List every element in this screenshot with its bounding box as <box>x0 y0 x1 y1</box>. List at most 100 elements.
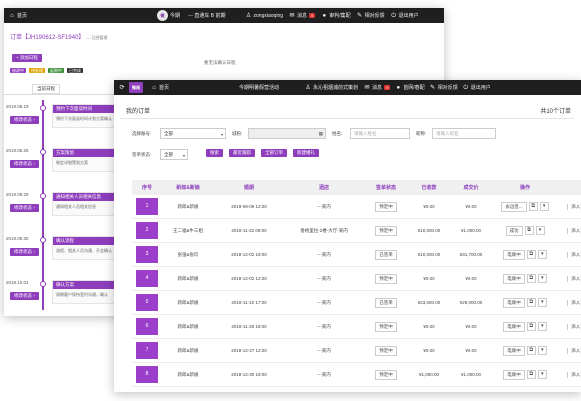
change-status-button[interactable]: 修改状态 › <box>10 116 39 124</box>
event-date: 2019.06.26 <box>6 148 29 153</box>
front-mine[interactable]: ● 首网/春配 <box>396 84 425 92</box>
back-messages[interactable]: ✉ 消息 9 <box>289 12 316 19</box>
follow-status-button[interactable]: 电联中 <box>503 369 525 380</box>
name-field[interactable]: 请输入姓名 <box>350 128 410 139</box>
legend-tag[interactable]: 修改中 <box>10 68 26 73</box>
event-card[interactable]: 预约下次面谈时间 预约下次面谈时间计划方案确认 <box>52 104 118 128</box>
copy-icon[interactable]: ⧉ <box>526 298 536 307</box>
chevron-down-icon[interactable]: ▾ <box>537 250 547 259</box>
table-row[interactable]: 1 新郎&新娘 2019-09-09 12:00 ---某内 预定中 ¥0.00 ¥0.00… <box>132 195 581 219</box>
copy-icon[interactable]: ⧉ <box>526 250 536 259</box>
legend-tag[interactable]: 已完成 <box>67 68 83 73</box>
back-home-link[interactable]: ⌂ 首页 <box>10 12 28 20</box>
nickname-field[interactable]: 请输入昵名 <box>432 128 496 139</box>
search-button[interactable]: 搜索 <box>206 149 223 157</box>
copy-icon[interactable]: ⧉ <box>524 226 534 235</box>
chevron-down-icon[interactable]: ▾ <box>537 346 547 355</box>
back-mine[interactable]: ● 审判/集配 <box>322 12 351 20</box>
copy-icon[interactable]: ⧉ <box>526 322 536 331</box>
back-logout[interactable]: ⏻ 退出用户 <box>391 12 419 20</box>
follow-status-button[interactable]: 电联中 <box>503 321 525 332</box>
copy-icon[interactable]: ⧉ <box>526 370 536 379</box>
chevron-down-icon[interactable]: ▾ <box>535 226 545 235</box>
chevron-down-icon: ▾ <box>220 132 223 137</box>
row-index[interactable]: 5 <box>136 294 158 311</box>
follow-status-button[interactable]: 电联中 <box>503 297 525 308</box>
copy-icon[interactable]: ⧉ <box>526 346 536 355</box>
row-index[interactable]: 7 <box>136 342 158 359</box>
chevron-down-icon[interactable]: ▾ <box>537 298 547 307</box>
event-card[interactable]: 通知相关人员相关信息 通知相关人员相关信息 <box>52 192 118 216</box>
add-order-button[interactable]: 添入订 <box>567 275 581 282</box>
event-card[interactable]: 方案策划 制定详细策划方案 <box>52 148 118 172</box>
follow-status-button[interactable]: 永远签... <box>501 201 527 212</box>
legend-tag[interactable]: 延期中 <box>48 68 64 73</box>
front-logout[interactable]: ⏻ 退出用户 <box>463 84 491 92</box>
user-icon: ♙ <box>305 84 311 91</box>
row-index-cell: 7 <box>132 342 162 359</box>
back-user[interactable]: ♙ zongxiaoqing <box>245 12 283 19</box>
add-order-button[interactable]: 添入订 <box>567 203 581 210</box>
change-status-button[interactable]: 修改状态 › <box>10 248 39 256</box>
all-orders-button[interactable]: 全部订单 <box>261 149 287 157</box>
copy-icon[interactable]: ⧉ <box>526 274 536 283</box>
table-row[interactable]: 2 王二福&牛三姐 2018-11-22 09:00 香格里拉-2楼-大厅-某内 预定中… <box>132 219 581 243</box>
ops-cell: 电联中 ⧉ ▾ <box>492 345 558 356</box>
event-card[interactable]: 确认方案 周期客户保持签约沟通，确认 <box>52 280 118 304</box>
status-select[interactable]: 全部 ▾ <box>160 149 188 160</box>
add-order-button[interactable]: 添入订 <box>567 323 581 330</box>
recent-follow-button[interactable]: 最近跟踪 <box>229 149 255 157</box>
row-index[interactable]: 2 <box>136 222 158 239</box>
extra-cell: 添入订 <box>558 371 581 378</box>
city-field[interactable]: ▦ <box>248 128 326 139</box>
add-schedule-button[interactable]: + 添加日程 <box>12 54 42 62</box>
col-header: 签单状态 <box>375 185 396 191</box>
chevron-down-icon[interactable]: ▾ <box>537 322 547 331</box>
row-index[interactable]: 1 <box>136 198 158 215</box>
front-user[interactable]: ♙ 永沁祖烟浦前式策划 <box>305 84 359 92</box>
front-feedback[interactable]: ✎ 相对反馈 <box>430 84 458 92</box>
col-header: 酒店 <box>318 185 329 191</box>
change-status-button[interactable]: 修改状态 › <box>10 160 39 168</box>
table-row[interactable]: 8 新郎&新娘 2018-12-30 19:00 ---某内 预定中 ¥1,000.00 ¥… <box>132 363 581 387</box>
chevron-down-icon[interactable]: ▾ <box>537 274 547 283</box>
add-order-button[interactable]: 添入订 <box>567 227 581 234</box>
tab-current-schedule[interactable]: 当前日程 <box>32 84 60 94</box>
follow-status-button[interactable]: 电联中 <box>503 273 525 284</box>
follow-status-button[interactable]: 电联中 <box>503 345 525 356</box>
timeline-line <box>42 100 44 310</box>
legend-tag[interactable]: 待处理 <box>29 68 45 73</box>
row-index[interactable]: 6 <box>136 318 158 335</box>
table-row[interactable]: 6 新郎&新娘 2018-11-28 19:00 ---某内 预定中 ¥0.00 ¥0.00… <box>132 315 581 339</box>
chevron-down-icon[interactable]: ▾ <box>539 202 549 211</box>
follow-status-button[interactable]: 成功 <box>505 225 523 236</box>
front-home-link[interactable]: ⌂ 首页 <box>152 84 170 92</box>
col-header: 操作 <box>519 185 530 191</box>
add-order-button[interactable]: 添入订 <box>567 299 581 306</box>
new-wedding-button[interactable]: 新建婚礼 <box>293 149 319 157</box>
table-row[interactable]: 3 张强&张珍 2018-12-02 19:00 ---某内 已签单 ¥10,000.00… <box>132 243 581 267</box>
row-index-cell: 8 <box>132 366 162 383</box>
row-index[interactable]: 4 <box>136 270 158 287</box>
refresh-icon[interactable]: ⟳ <box>119 84 125 91</box>
follow-status-button[interactable]: 电联中 <box>503 249 525 260</box>
back-feedback[interactable]: ✎ 相对反馈 <box>357 12 385 20</box>
change-status-button[interactable]: 修改状态 › <box>10 292 39 300</box>
row-index[interactable]: 3 <box>136 246 158 263</box>
event-card[interactable]: 确认流程 流程、相关人员沟通、开会确认 <box>52 236 118 260</box>
front-messages[interactable]: ✉ 消息 9 <box>364 84 391 91</box>
chevron-down-icon[interactable]: ▾ <box>537 370 547 379</box>
add-order-button[interactable]: 添入订 <box>567 347 581 354</box>
table-row[interactable]: 4 新郎&新娘 2018-12-02 12:00 ---某内 预定中 ¥0.00 ¥0.00… <box>132 267 581 291</box>
change-status-button[interactable]: 修改状态 › <box>10 204 39 212</box>
add-order-button[interactable]: 添入订 <box>567 251 581 258</box>
copy-icon[interactable]: ⧉ <box>528 202 538 211</box>
add-order-button[interactable]: 添入订 <box>567 371 581 378</box>
table-row[interactable]: 7 新郎&新娘 2018-12-27 12:00 ---某内 预定中 ¥0.00 ¥0.00… <box>132 339 581 363</box>
timeline-dot <box>40 281 46 287</box>
table-row[interactable]: 5 新郎&新娘 2018-11-10 17:00 ---某内 已签单 ¥23,000.00… <box>132 291 581 315</box>
row-index[interactable]: 8 <box>136 366 158 383</box>
couple-cell: 新郎&新娘 <box>177 371 199 377</box>
account-select[interactable]: 全部 ▾ <box>160 128 226 139</box>
couple-cell: 王二福&牛三姐 <box>172 227 203 233</box>
